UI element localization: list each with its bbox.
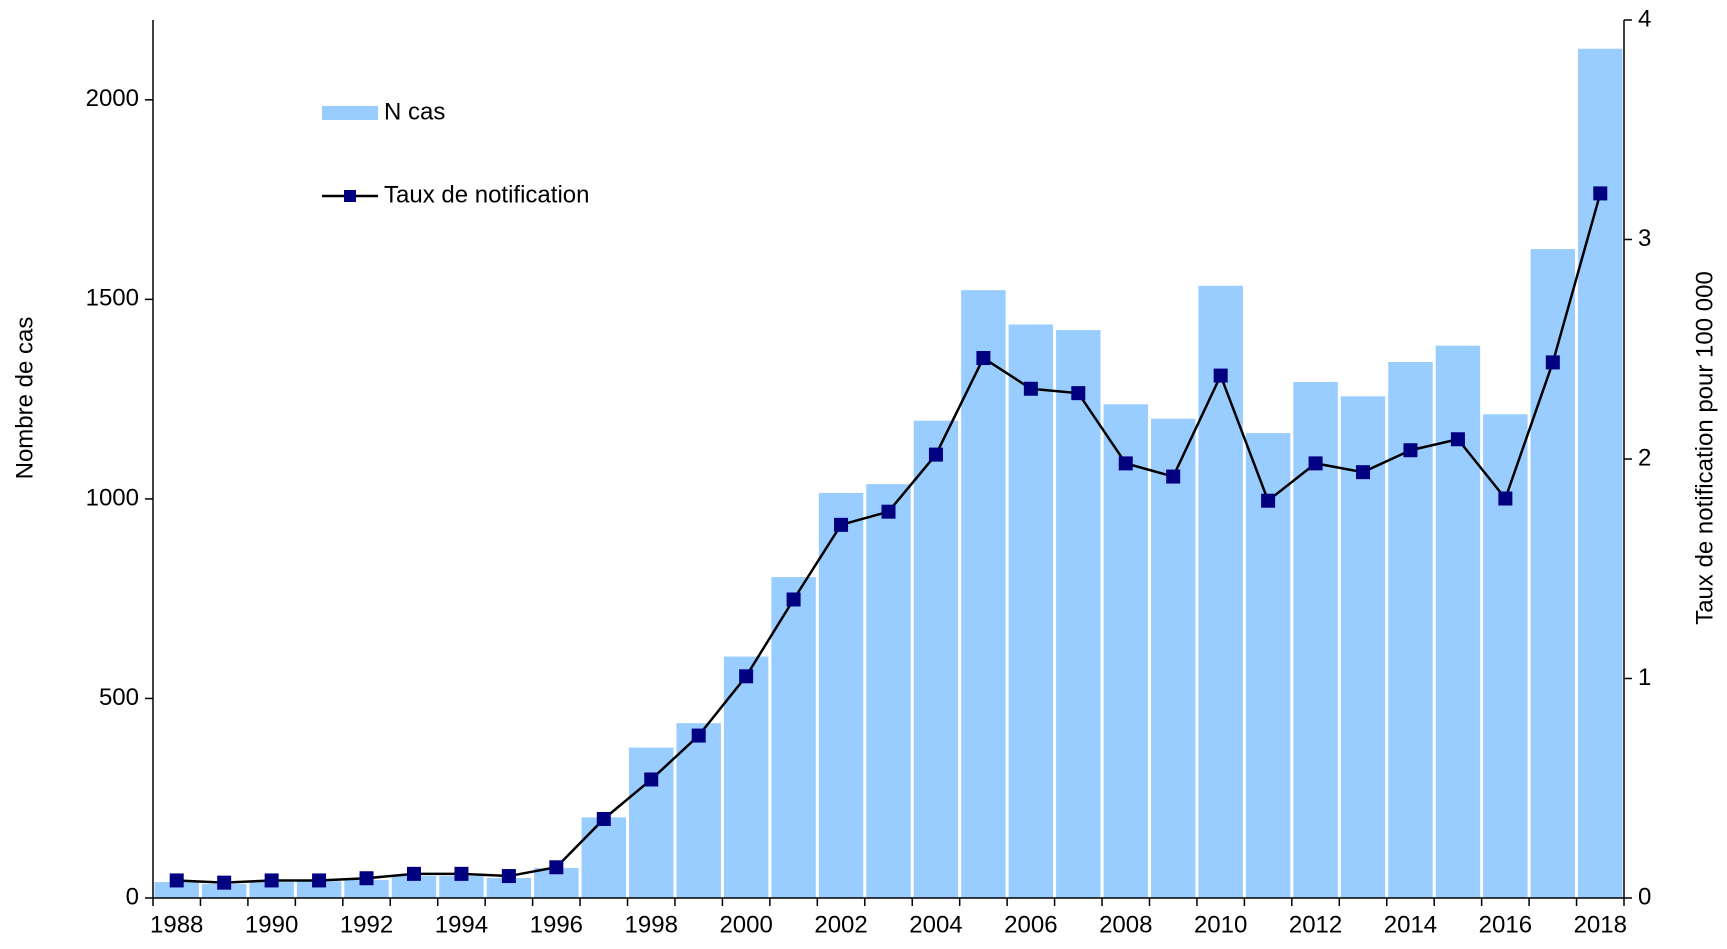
marker	[1403, 443, 1418, 458]
x-tick-label: 1992	[340, 911, 393, 938]
x-tick-label: 2010	[1194, 911, 1247, 938]
y2-tick-label: 1	[1638, 664, 1651, 691]
marker	[834, 517, 849, 532]
marker	[169, 873, 184, 888]
y-tick-label: 1500	[86, 285, 139, 312]
legend-label: Taux de notification	[384, 181, 589, 208]
bar	[913, 420, 959, 898]
bar	[1103, 404, 1148, 898]
bar	[581, 817, 627, 898]
x-tick-label: 2002	[814, 911, 867, 938]
marker	[691, 728, 706, 743]
bar	[391, 876, 437, 898]
bar	[154, 882, 199, 898]
bar	[771, 577, 816, 898]
bar	[1150, 418, 1196, 898]
y2-tick-label: 0	[1638, 883, 1651, 910]
y-tick-label: 1000	[86, 484, 139, 511]
marker	[406, 866, 421, 881]
x-tick-label: 1998	[625, 911, 678, 938]
marker	[454, 866, 469, 881]
x-tick-label: 1994	[435, 911, 488, 938]
bar	[296, 881, 342, 898]
bar	[1008, 324, 1054, 899]
marker	[1071, 386, 1086, 401]
x-tick-label: 2014	[1384, 911, 1437, 938]
marker	[264, 873, 279, 888]
legend-marker	[344, 190, 356, 202]
bar	[439, 876, 484, 898]
y-axis-label: Nombre de cas	[11, 317, 38, 480]
marker	[928, 447, 943, 462]
bar	[1530, 249, 1576, 898]
marker	[1308, 456, 1323, 471]
marker	[312, 873, 327, 888]
marker	[1356, 465, 1371, 480]
bar	[1245, 433, 1291, 898]
bar	[1388, 362, 1433, 899]
legend-label: N cas	[384, 98, 445, 125]
marker	[1450, 432, 1465, 447]
y-tick-label: 500	[99, 684, 139, 711]
y-tick-label: 2000	[86, 85, 139, 112]
bar	[1578, 48, 1623, 898]
marker	[1166, 469, 1181, 484]
bar	[1483, 414, 1528, 898]
marker	[1545, 355, 1560, 370]
bar	[1056, 330, 1101, 898]
marker	[1118, 456, 1133, 471]
marker	[1498, 491, 1513, 506]
bar	[961, 290, 1006, 898]
x-tick-label: 2000	[719, 911, 772, 938]
x-tick-label: 2012	[1289, 911, 1342, 938]
marker	[644, 772, 659, 787]
bar	[723, 656, 769, 898]
marker	[786, 592, 801, 607]
bar	[818, 492, 864, 898]
y2-tick-label: 4	[1638, 5, 1651, 32]
marker	[1023, 381, 1038, 396]
bar	[249, 882, 294, 898]
bar	[866, 484, 911, 898]
marker	[359, 871, 374, 886]
x-tick-label: 2018	[1574, 911, 1627, 938]
x-tick-label: 2004	[909, 911, 962, 938]
bar	[344, 880, 389, 898]
bar	[201, 884, 247, 898]
marker	[217, 875, 232, 890]
bar	[1198, 285, 1243, 898]
y2-tick-label: 2	[1638, 444, 1651, 471]
marker	[976, 351, 991, 366]
bar	[1340, 396, 1386, 898]
x-tick-label: 2006	[1004, 911, 1057, 938]
x-tick-label: 1996	[530, 911, 583, 938]
y2-tick-label: 3	[1638, 225, 1651, 252]
marker	[1593, 186, 1608, 201]
x-tick-label: 1990	[245, 911, 298, 938]
y-tick-label: 0	[126, 883, 139, 910]
marker	[739, 669, 754, 684]
marker	[549, 860, 564, 875]
marker	[881, 504, 896, 519]
marker	[1261, 493, 1276, 508]
marker	[1213, 368, 1228, 383]
x-tick-label: 2016	[1479, 911, 1532, 938]
y2-axis-label: Taux de notification pour 100 000	[1691, 271, 1718, 625]
x-tick-label: 2008	[1099, 911, 1152, 938]
bar	[486, 878, 532, 898]
legend-swatch	[322, 106, 378, 120]
marker	[596, 811, 611, 826]
bar	[676, 723, 721, 898]
marker	[501, 869, 516, 884]
bar	[629, 747, 674, 898]
bar	[1435, 345, 1481, 898]
x-tick-label: 1988	[150, 911, 203, 938]
